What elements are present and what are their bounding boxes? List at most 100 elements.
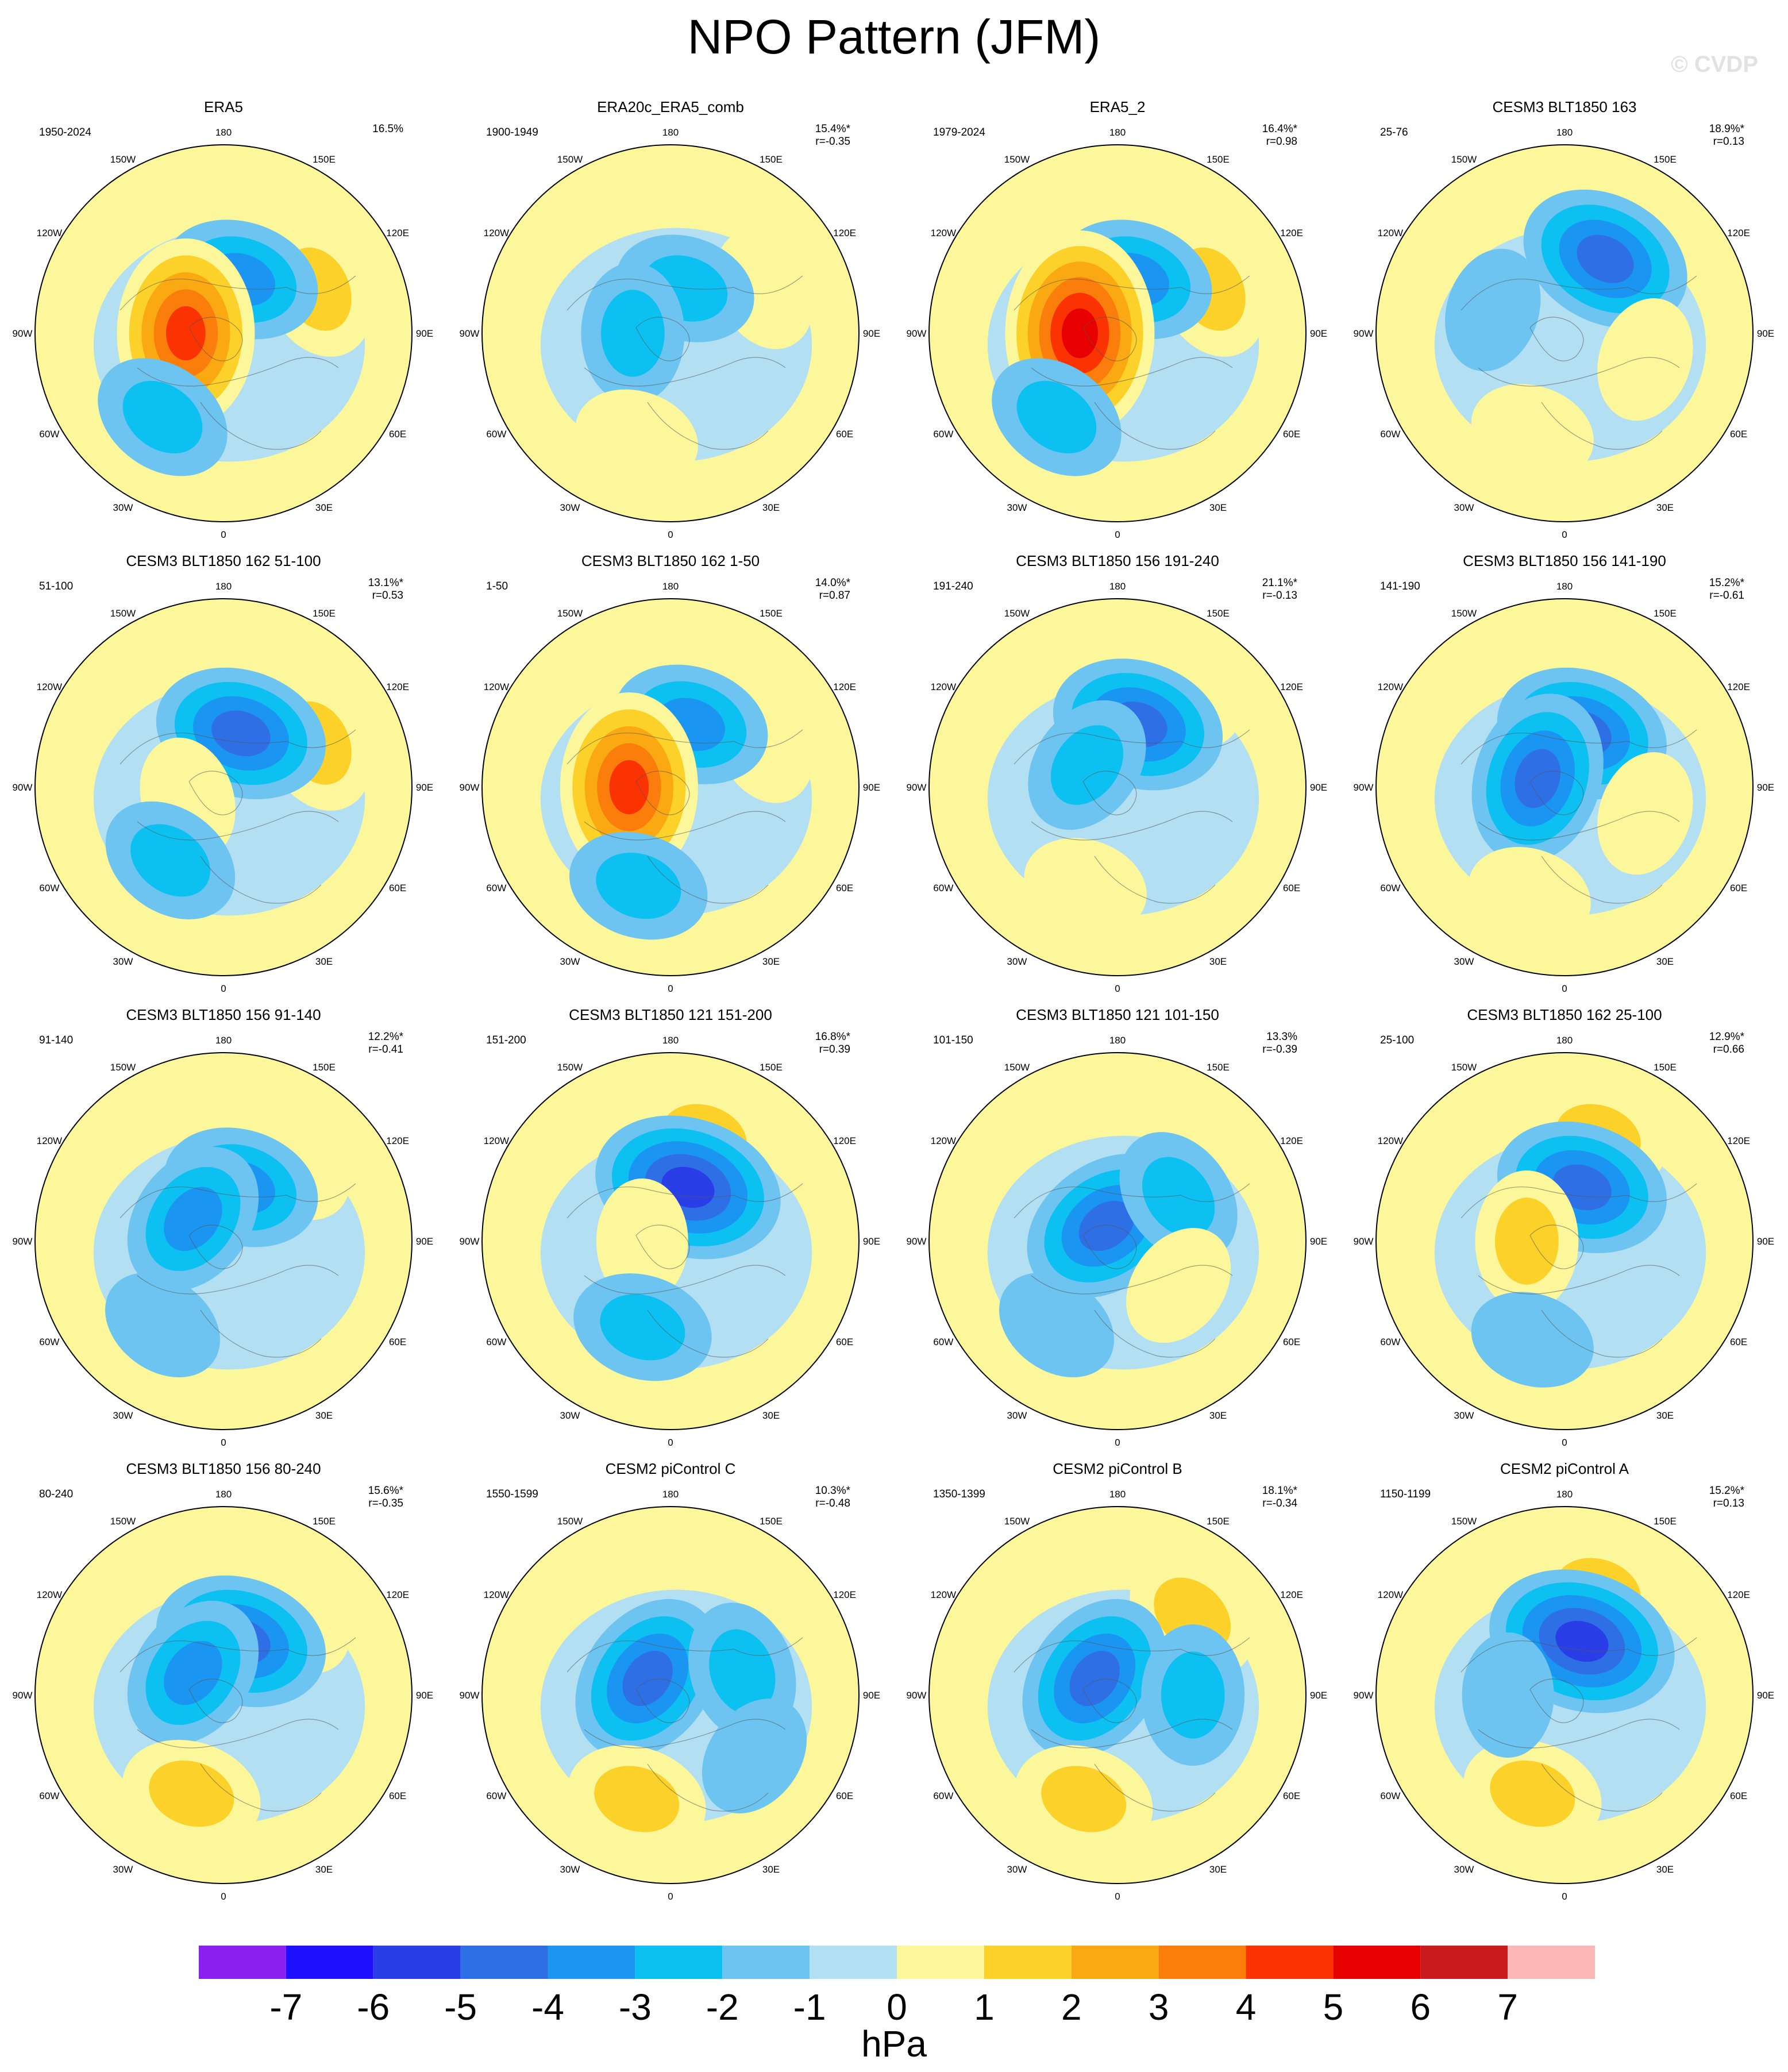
anomaly-contour: [1471, 1292, 1594, 1388]
anomaly-contour: [1577, 234, 1634, 283]
longitude-label: 90W: [1354, 328, 1374, 339]
longitude-label: 60E: [1730, 429, 1747, 440]
panel-period: 151-200: [486, 1034, 526, 1046]
longitude-label: 60E: [1283, 883, 1300, 893]
longitude-label: 30W: [560, 1410, 580, 1421]
longitude-label: 90E: [863, 328, 880, 339]
longitude-label: 90W: [1354, 1236, 1374, 1247]
panel-period: 101-150: [933, 1034, 973, 1046]
longitude-label: 150W: [557, 608, 583, 619]
longitude-label: 30E: [315, 1864, 333, 1875]
colorbar-tick-label: 2: [1061, 1986, 1082, 2028]
panel-period: 1150-1199: [1380, 1488, 1431, 1500]
anomaly-contour: [1161, 1651, 1225, 1739]
map-border: [481, 598, 860, 976]
longitude-label: 60W: [1380, 883, 1400, 893]
anomaly-contour: [622, 1651, 673, 1707]
longitude-label: 120E: [1280, 228, 1303, 238]
longitude-label: 30E: [762, 1410, 780, 1421]
coastlines: [567, 275, 803, 450]
figure-title: NPO Pattern (JFM): [687, 10, 1101, 64]
longitude-label: 120W: [37, 1589, 62, 1600]
longitude-label: 30E: [315, 502, 333, 513]
longitude-label: 60W: [933, 429, 953, 440]
map-border: [928, 598, 1307, 976]
longitude-label: 120W: [484, 228, 509, 238]
map-border: [481, 1506, 860, 1884]
longitude-label: 60W: [39, 1790, 59, 1801]
panel-variance-pct: 10.3%*: [815, 1485, 850, 1497]
panel-correlation: r=0.13: [1713, 1497, 1744, 1509]
longitude-label: 30E: [1656, 1864, 1674, 1875]
longitude-label: 90E: [863, 1690, 880, 1701]
panel-period: 80-240: [39, 1488, 74, 1500]
colorbar-tick-label: -2: [706, 1986, 739, 2028]
longitude-label: 150E: [1207, 154, 1230, 165]
colorbar-segment: [199, 1946, 286, 1979]
longitude-label: 120E: [386, 1589, 409, 1600]
anomaly-contour: [211, 710, 271, 757]
map-panel: ERA5_2 1979-2024 16.4%* r=0.98 180 150E 120E 90…: [894, 98, 1341, 552]
map-border: [481, 1052, 860, 1430]
coastlines: [1461, 1637, 1697, 1812]
map-panel: CESM3 BLT1850 156 191-240 191-240 21.1%* r=…: [894, 552, 1341, 1006]
anomaly-contour: [1471, 384, 1594, 480]
longitude-label: 60W: [486, 1337, 506, 1347]
colorbar-segment: [460, 1946, 548, 1979]
map-border: [34, 1052, 413, 1430]
coastlines: [1461, 729, 1697, 904]
panel-title: CESM3 BLT1850 156 141-190: [1463, 552, 1666, 569]
longitude-label: 180: [215, 1489, 232, 1500]
polar-map: 180 150E 120E 90E 60E 30E 0 30W 60W 90W 120W 150W: [460, 1035, 881, 1448]
longitude-label: 90E: [1757, 1690, 1774, 1701]
longitude-label: 30W: [560, 1864, 580, 1875]
anomaly-contour: [1069, 1651, 1120, 1707]
longitude-label: 150W: [110, 1062, 136, 1073]
longitude-label: 150W: [1451, 154, 1477, 165]
panel-correlation: r=-0.41: [368, 1043, 403, 1056]
longitude-label: 30E: [1209, 1410, 1227, 1421]
coastlines: [567, 1183, 803, 1358]
map-border: [34, 144, 413, 522]
longitude-label: 150W: [110, 1516, 136, 1527]
longitude-label: 30E: [1656, 956, 1674, 967]
longitude-label: 150E: [1207, 1516, 1230, 1527]
longitude-label: 0: [1562, 983, 1567, 994]
panel-period: 141-190: [1380, 580, 1420, 592]
panel-title: CESM3 BLT1850 156 80-240: [126, 1460, 321, 1477]
longitude-label: 30W: [560, 956, 580, 967]
coastlines: [1014, 1183, 1250, 1358]
colorbar-tick-label: -1: [793, 1986, 826, 2028]
panel-correlation: r=-0.13: [1262, 590, 1297, 602]
coastlines: [120, 1637, 356, 1812]
panel-title: CESM3 BLT1850 162 1-50: [581, 552, 760, 569]
colorbar-units: hPa: [861, 2023, 927, 2065]
longitude-label: 180: [662, 1035, 679, 1046]
longitude-label: 120E: [386, 681, 409, 692]
colorbar: [199, 1946, 1595, 1979]
polar-map: 180 150E 120E 90E 60E 30E 0 30W 60W 90W 120W 150W: [907, 127, 1328, 540]
longitude-label: 150E: [1207, 1062, 1230, 1073]
anomaly-contour: [1050, 725, 1124, 805]
panel-variance-pct: 14.0%*: [815, 577, 850, 589]
panel-period: 1950-2024: [39, 126, 91, 138]
longitude-label: 0: [1115, 983, 1120, 994]
anomaly-contour: [149, 1760, 234, 1827]
longitude-label: 90E: [416, 328, 433, 339]
polar-map: 180 150E 120E 90E 60E 30E 0 30W 60W 90W 120W 150W: [460, 1489, 881, 1902]
longitude-label: 30E: [1209, 1864, 1227, 1875]
longitude-label: 0: [1115, 1437, 1120, 1448]
longitude-label: 90W: [1354, 782, 1374, 793]
longitude-label: 60W: [933, 883, 953, 893]
longitude-label: 30E: [1656, 502, 1674, 513]
colorbar-tick-label: -4: [531, 1986, 564, 2028]
longitude-label: 60W: [39, 429, 59, 440]
anomaly-contour: [594, 1766, 680, 1832]
longitude-label: 0: [221, 1891, 226, 1902]
polar-map: 180 150E 120E 90E 60E 30E 0 30W 60W 90W 120W 150W: [13, 581, 434, 994]
anomaly-contour: [1061, 308, 1098, 359]
colorbar-segment: [548, 1946, 635, 1979]
panel-title: CESM3 BLT1850 156 191-240: [1016, 552, 1219, 569]
panel-variance-pct: 12.9%*: [1709, 1031, 1744, 1043]
longitude-label: 0: [221, 1437, 226, 1448]
